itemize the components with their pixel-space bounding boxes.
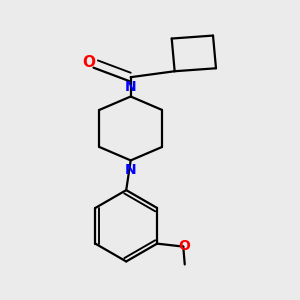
Text: N: N bbox=[125, 163, 136, 177]
Text: O: O bbox=[178, 239, 190, 253]
Text: O: O bbox=[82, 56, 95, 70]
Text: N: N bbox=[125, 80, 136, 94]
